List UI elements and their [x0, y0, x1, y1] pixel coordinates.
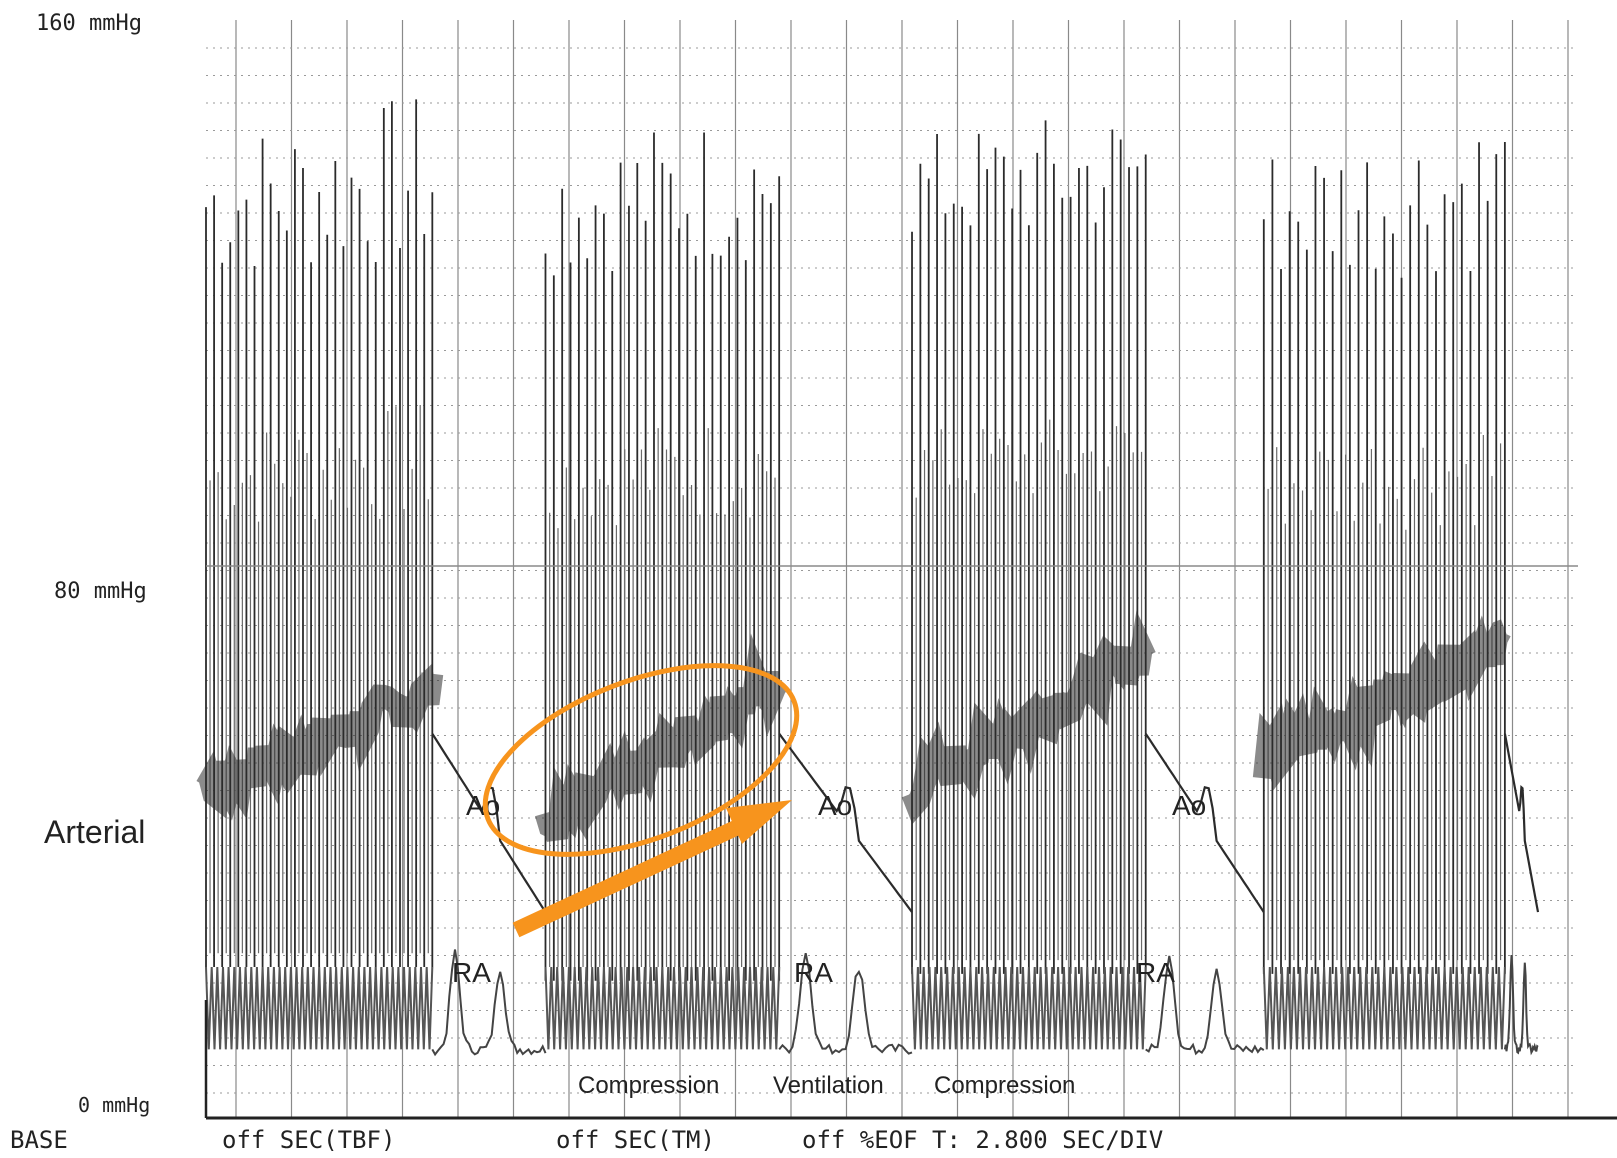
- aortic-decay-trace: [1144, 733, 1265, 913]
- footer-field-tbf: off SEC(TBF): [222, 1126, 395, 1154]
- ao-label-3: Ao: [1172, 790, 1206, 821]
- y-tick-label-80: 80 mmHg: [54, 579, 147, 604]
- phase-label-compression-1: Compression: [578, 1072, 719, 1099]
- footer-base: BASE: [10, 1126, 68, 1154]
- highlight-ellipse: [482, 663, 800, 857]
- aortic-mean-band: [196, 664, 444, 821]
- ra-label-3: RA: [1136, 957, 1175, 988]
- aortic-decay-trace: [1503, 733, 1540, 913]
- footer-field-tm: off SEC(TM): [556, 1126, 715, 1154]
- trend-arrow-shaft: [512, 818, 744, 938]
- channel-label: Arterial: [44, 814, 145, 850]
- highlight-annotation: [482, 663, 800, 938]
- ra-compression-trace: [1262, 966, 1506, 1050]
- pressure-traces: [196, 99, 1540, 1057]
- ra-ventilation-trace: [1145, 955, 1265, 1056]
- y-tick-label-0: 0 mmHg: [78, 1093, 150, 1117]
- aortic-mean-band: [1252, 615, 1511, 792]
- phase-label-compression-2: Compression: [934, 1072, 1075, 1099]
- ra-compression-trace: [911, 966, 1147, 1050]
- trend-arrow-head: [726, 800, 792, 844]
- aortic-decay-trace: [778, 733, 913, 913]
- footer-field-eof: off %EOF T: 2.800 SEC/DIV: [802, 1126, 1163, 1154]
- aortic-mean-band: [901, 610, 1156, 825]
- aortic-mean-band: [534, 633, 789, 842]
- y-tick-label-160: 160 mmHg: [36, 11, 142, 36]
- ra-label-1: RA: [452, 957, 491, 988]
- ao-label-2: Ao: [818, 790, 852, 821]
- phase-label-ventilation: Ventilation: [773, 1072, 884, 1099]
- ra-ventilation-trace: [431, 949, 547, 1057]
- ra-ventilation-trace: [778, 953, 913, 1056]
- ra-compression-trace: [205, 966, 434, 1050]
- ra-compression-trace: [544, 966, 781, 1050]
- ra-ventilation-trace: [1503, 955, 1539, 1056]
- ra-label-2: RA: [794, 957, 833, 988]
